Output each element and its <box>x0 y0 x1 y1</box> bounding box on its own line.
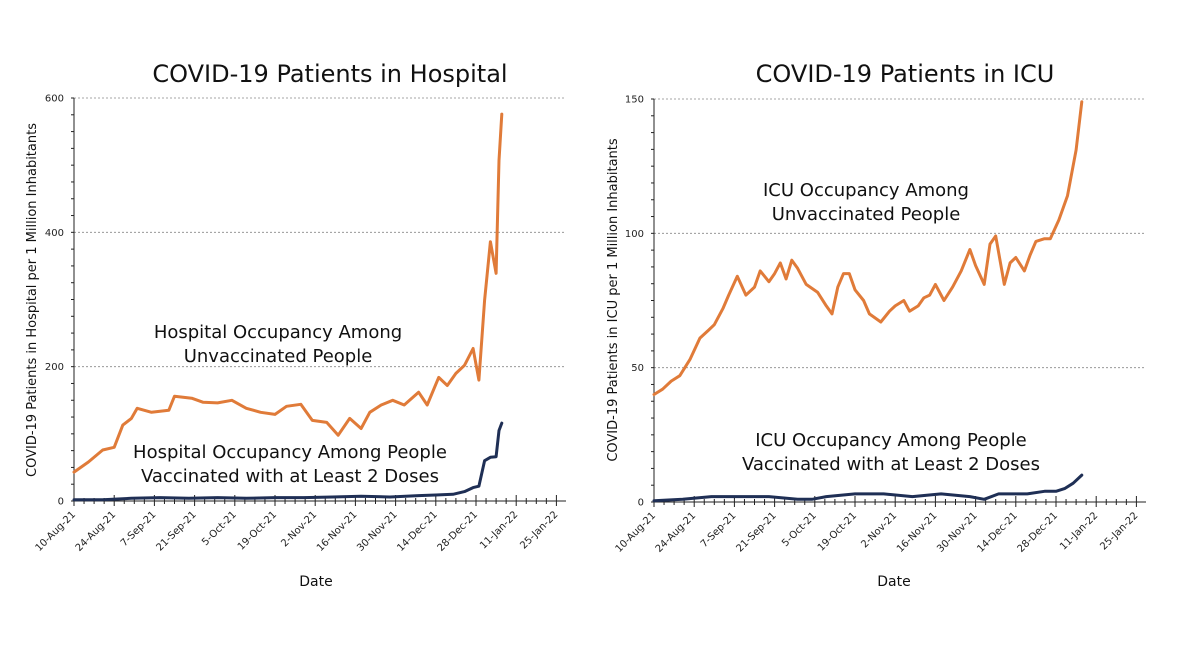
icu-x-tick-label: 25-Jan-22 <box>1098 510 1140 552</box>
icu-x-axis-label: Date <box>877 574 910 590</box>
icu-vaccinated-line <box>652 473 1084 503</box>
icu-series <box>652 100 1084 503</box>
hospital-x-tick-label: 11-Jan-22 <box>478 509 520 551</box>
hospital-x-tick-label: 5-Oct-21 <box>200 509 239 548</box>
hospital-y-tick-label: 0 <box>58 497 64 508</box>
hospital-y-tick-label: 400 <box>45 228 64 239</box>
icu-y-tick-label: 100 <box>625 229 644 240</box>
icu-y-tick-label: 50 <box>631 363 644 374</box>
icu-y-axis-label: COVID-19 Patients in ICU per 1 Million I… <box>606 138 621 462</box>
hospital-x-tick-label: 19-Oct-21 <box>236 509 279 552</box>
icu-x-tick-label: 16-Nov-21 <box>895 510 939 554</box>
hospital-annotation-unvaccinated: Hospital Occupancy Among Unvaccinated Peo… <box>154 322 402 367</box>
hospital-x-tick-label: 21-Sep-21 <box>155 509 199 553</box>
hospital-x-tick-label: 25-Jan-22 <box>518 509 560 551</box>
icu-annotation-vaccinated: ICU Occupancy Among People Vaccinated wit… <box>742 430 1040 475</box>
hospital-x-tick-label: 2-Nov-21 <box>279 509 319 549</box>
icu-chart-title: COVID-19 Patients in ICU <box>756 60 1055 88</box>
icu-x-tick-label: 10-Aug-21 <box>614 510 659 555</box>
hospital-x-axis-label: Date <box>299 574 332 590</box>
hospital-chart: COVID-19 Patients in Hospital COVID-19 P… <box>25 60 566 590</box>
icu-unvaccinated-line <box>652 100 1084 396</box>
icu-x-tick-label: 11-Jan-22 <box>1058 510 1100 552</box>
icu-x-tick-label: 7-Sep-21 <box>699 510 739 550</box>
hospital-y-tick-label: 200 <box>45 362 64 373</box>
icu-x-tick-label: 21-Sep-21 <box>735 510 779 554</box>
hospital-x-tick-label: 7-Sep-21 <box>119 509 159 549</box>
icu-x-tick-label: 28-Dec-21 <box>1016 510 1061 555</box>
icu-x-tick-label: 5-Oct-21 <box>780 510 819 549</box>
icu-x-tick-label: 19-Oct-21 <box>816 510 859 553</box>
icu-x-tick-label: 14-Dec-21 <box>975 510 1020 555</box>
icu-annotation-unvaccinated: ICU Occupancy Among Unvaccinated People <box>763 180 969 225</box>
hospital-x-tick-label: 30-Nov-21 <box>355 509 399 553</box>
hospital-chart-title: COVID-19 Patients in Hospital <box>152 60 507 88</box>
icu-y-tick-label: 150 <box>625 95 644 106</box>
icu-x-tick-label: 24-Aug-21 <box>654 510 699 555</box>
hospital-y-axis-label: COVID-19 Patients in Hospital per 1 Mill… <box>25 123 40 477</box>
hospital-x-tick-label: 16-Nov-21 <box>315 509 359 553</box>
icu-gridlines <box>654 98 1146 369</box>
hospital-gridlines <box>74 97 566 368</box>
icu-x-tick-label: 2-Nov-21 <box>859 510 899 550</box>
hospital-x-tick-label: 24-Aug-21 <box>74 509 119 554</box>
hospital-unvaccinated-line <box>72 112 504 474</box>
icu-x-tick-label: 30-Nov-21 <box>935 510 979 554</box>
icu-annotations: ICU Occupancy Among Unvaccinated People IC… <box>742 180 1040 475</box>
icu-y-tick-label: 0 <box>638 498 644 509</box>
hospital-annotations: Hospital Occupancy Among Unvaccinated Peo… <box>133 322 447 487</box>
hospital-x-tick-label: 14-Dec-21 <box>395 509 440 554</box>
hospital-y-tick-label: 600 <box>45 94 64 105</box>
hospital-x-tick-label: 10-Aug-21 <box>34 509 79 554</box>
hospital-x-tick-label: 28-Dec-21 <box>436 509 481 554</box>
hospital-series <box>72 112 504 502</box>
icu-chart: COVID-19 Patients in ICU COVID-19 Patien… <box>606 60 1146 590</box>
hospital-annotation-vaccinated: Hospital Occupancy Among People Vaccinate… <box>133 442 447 487</box>
